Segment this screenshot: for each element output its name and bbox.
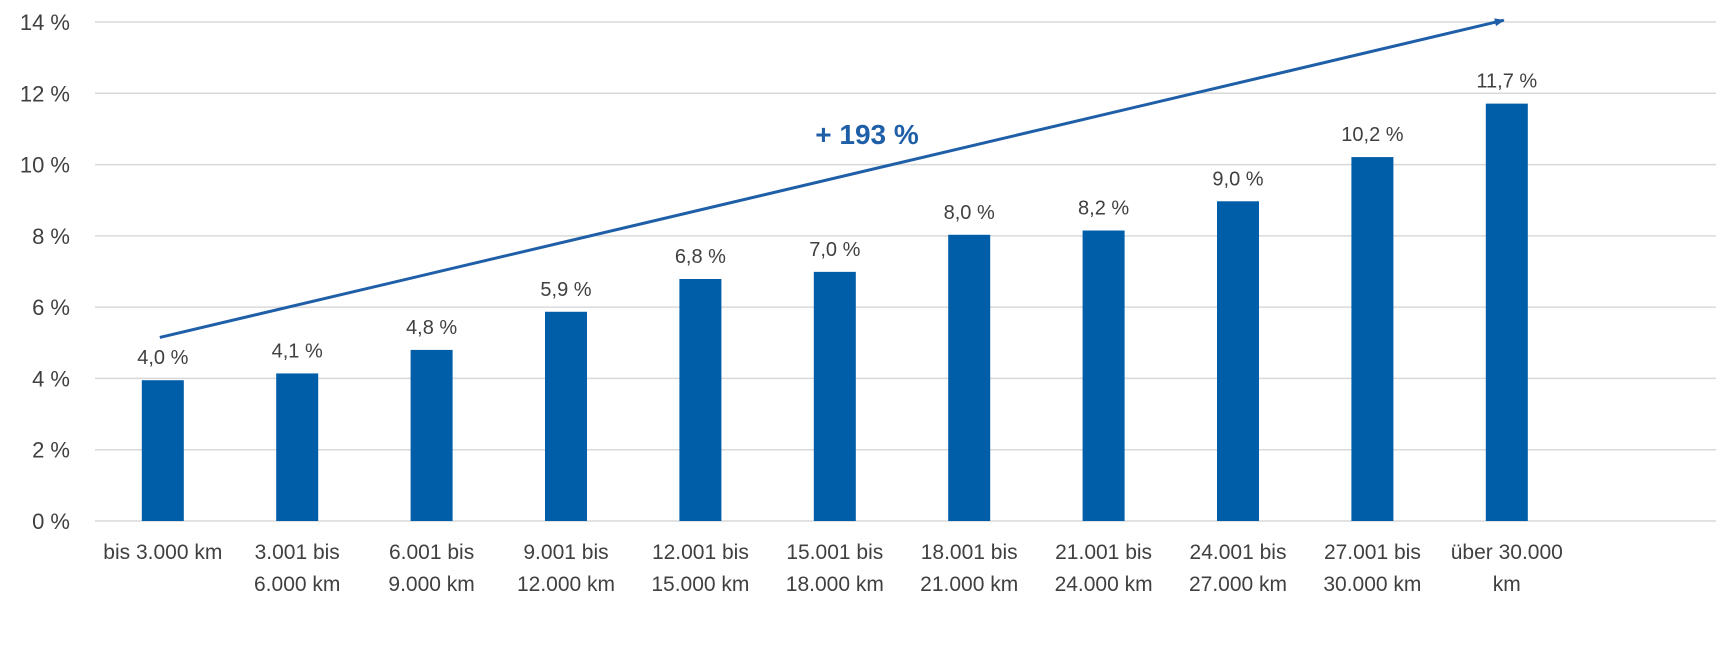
data-label: 8,0 % xyxy=(944,202,995,224)
bar xyxy=(813,271,856,521)
bar xyxy=(948,234,991,522)
x-tick-label: 18.000 km xyxy=(786,573,884,596)
bar xyxy=(410,349,453,521)
bar xyxy=(1082,230,1125,521)
data-label: 6,8 % xyxy=(675,246,726,268)
x-tick-label: bis 3.000 km xyxy=(103,541,222,564)
bar xyxy=(1217,201,1259,521)
x-tick-label: 6.000 km xyxy=(254,573,340,596)
x-tick-label: 9.001 bis xyxy=(523,541,608,564)
y-tick-label: 8 % xyxy=(32,224,70,249)
bar xyxy=(276,373,319,521)
x-tick-label: 24.001 bis xyxy=(1190,541,1287,564)
annotation: + 193 % xyxy=(159,18,1505,339)
x-tick-label: 6.001 bis xyxy=(389,541,474,564)
x-tick-label: 18.001 bis xyxy=(921,541,1018,564)
y-tick-label: 10 % xyxy=(20,153,70,178)
data-label: 7,0 % xyxy=(809,239,860,261)
gridlines: 0 % 2 % 4 % 6 % 8 % 10 % 12 % 14 % xyxy=(20,10,1716,534)
data-labels: 4,0 % bis 3.000 km 4,1 % 3.001 bis 6.000 km 4… xyxy=(103,71,1563,596)
bar xyxy=(545,311,587,521)
x-tick-label: 12.000 km xyxy=(517,573,615,596)
data-label: 10,2 % xyxy=(1341,124,1403,146)
data-label: 4,1 % xyxy=(272,340,323,362)
x-tick-label: 3.001 bis xyxy=(255,541,340,564)
bar xyxy=(1485,103,1528,522)
data-label: 11,7 % xyxy=(1476,71,1537,93)
data-label: 5,9 % xyxy=(540,279,591,301)
y-tick-label: 6 % xyxy=(32,295,70,320)
y-tick-label: 0 % xyxy=(32,509,70,534)
y-tick-label: 2 % xyxy=(32,438,70,463)
y-tick-label: 4 % xyxy=(32,366,70,391)
x-tick-label: 27.001 bis xyxy=(1324,541,1421,564)
bars xyxy=(141,103,1528,522)
x-tick-label: 24.000 km xyxy=(1055,573,1153,596)
x-tick-label: 9.000 km xyxy=(388,573,474,596)
x-tick-label: 21.001 bis xyxy=(1055,541,1152,564)
x-tick-label: km xyxy=(1493,573,1521,596)
y-tick-label: 12 % xyxy=(20,81,70,106)
annotation-text: + 193 % xyxy=(815,119,919,150)
data-label: 4,0 % xyxy=(137,347,188,369)
bar xyxy=(1351,157,1394,521)
trend-arrow xyxy=(159,18,1505,339)
x-tick-label: 12.001 bis xyxy=(652,541,749,564)
x-tick-label: 15.001 bis xyxy=(786,541,883,564)
bar xyxy=(679,278,722,521)
y-tick-label: 14 % xyxy=(20,10,70,35)
x-tick-label: 27.000 km xyxy=(1189,573,1287,596)
data-label: 4,8 % xyxy=(406,317,457,339)
bar xyxy=(141,380,184,521)
data-label: 9,0 % xyxy=(1212,168,1263,190)
x-tick-label: 30.000 km xyxy=(1323,573,1421,596)
data-label: 8,2 % xyxy=(1078,198,1129,220)
x-tick-label: über 30.000 xyxy=(1451,541,1563,564)
x-tick-label: 15.000 km xyxy=(651,573,749,596)
x-tick-label: 21.000 km xyxy=(920,573,1018,596)
